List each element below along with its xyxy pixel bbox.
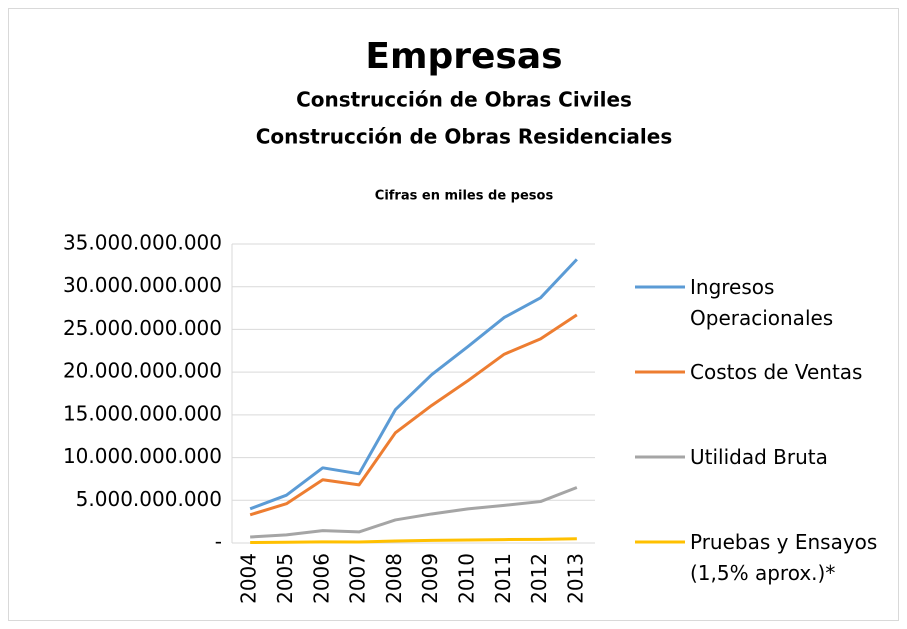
y-tick-label: 20.000.000.000 bbox=[63, 359, 222, 383]
chart-title: Empresas bbox=[365, 36, 562, 77]
y-tick-label: 30.000.000.000 bbox=[63, 273, 222, 297]
x-tick-label: 2012 bbox=[527, 553, 551, 604]
line-series bbox=[249, 313, 578, 517]
x-tick-label: 2010 bbox=[454, 553, 478, 604]
legend-label: Ingresos Operacionales bbox=[690, 274, 834, 330]
chart-border bbox=[8, 8, 899, 621]
chart-note: Cifras en miles de pesos bbox=[375, 189, 554, 204]
y-tick-label: - bbox=[215, 530, 222, 554]
chart-subtitle: Construcción de Obras Civiles bbox=[296, 88, 632, 112]
x-tick-label: 2005 bbox=[273, 553, 297, 604]
y-tick-label: 15.000.000.000 bbox=[63, 401, 222, 425]
x-tick-label: 2004 bbox=[237, 553, 261, 604]
x-tick-label: 2008 bbox=[382, 553, 406, 604]
line-series bbox=[250, 486, 578, 539]
line-series bbox=[249, 258, 578, 511]
x-tick-label: 2006 bbox=[309, 553, 333, 604]
x-tick-label: 2007 bbox=[346, 553, 370, 604]
legend-label: Costos de Ventas bbox=[690, 359, 863, 384]
y-tick-label: 35.000.000.000 bbox=[63, 231, 222, 255]
x-tick-label: 2009 bbox=[418, 553, 442, 604]
x-tick-label: 2011 bbox=[491, 553, 515, 604]
legend-label: Utilidad Bruta bbox=[690, 444, 828, 469]
y-tick-label: 25.000.000.000 bbox=[63, 316, 222, 340]
line-series bbox=[250, 537, 577, 544]
y-tick-label: 10.000.000.000 bbox=[63, 444, 222, 468]
legend-label: Pruebas y Ensayos (1,5% aprox.)* bbox=[690, 529, 878, 585]
x-tick-label: 2013 bbox=[563, 553, 587, 604]
y-tick-label: 5.000.000.000 bbox=[76, 487, 222, 511]
chart-subtitle: Construcción de Obras Residenciales bbox=[256, 125, 673, 149]
